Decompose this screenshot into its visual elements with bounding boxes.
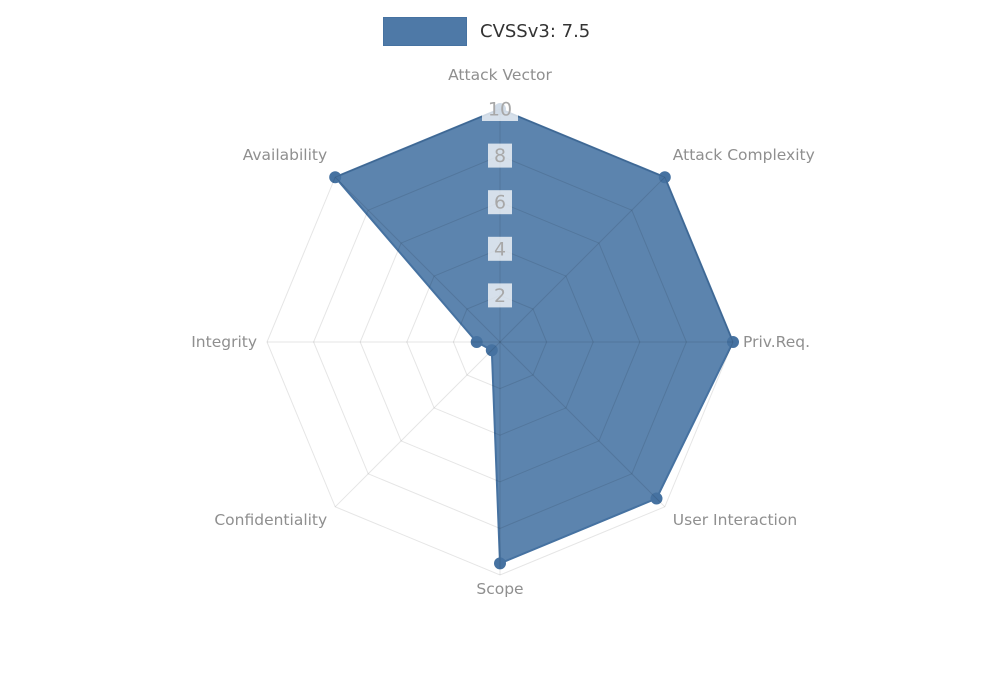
- legend-swatch: [383, 17, 467, 46]
- axis-label-user-interaction: User Interaction: [673, 511, 797, 529]
- tick-backdrop-10: [482, 97, 518, 121]
- data-point-marker-3[interactable]: [650, 492, 663, 505]
- data-point-marker-6[interactable]: [470, 336, 483, 348]
- axis-label-integrity: Integrity: [191, 333, 257, 351]
- grid-ring-2: [452, 294, 548, 390]
- tick-backdrop-2: [488, 283, 512, 308]
- data-point-marker-7[interactable]: [329, 171, 342, 184]
- radar-series-polygon: [334, 108, 734, 565]
- axis-label-availability: Availability: [243, 146, 328, 164]
- tick-backdrop-6: [488, 190, 512, 215]
- axis-label-priv-req: Priv.Req.: [743, 333, 810, 351]
- axis-label-attack-complexity: Attack Complexity: [673, 146, 815, 164]
- grid-ring-6: [359, 201, 641, 483]
- data-point-marker-2[interactable]: [727, 336, 739, 348]
- data-point-marker-5[interactable]: [485, 344, 498, 357]
- axis-label-attack-vector: Attack Vector: [448, 66, 552, 84]
- tick-label-10: 10: [488, 99, 512, 121]
- axis-label-confidentiality: Confidentiality: [214, 511, 327, 529]
- tick-backdrop-8: [488, 143, 512, 168]
- tick-label-6: 6: [494, 192, 506, 214]
- data-point-marker-4[interactable]: [494, 557, 506, 570]
- axis-label-scope: Scope: [476, 580, 523, 598]
- axis-spoke-7: [334, 176, 501, 343]
- grid-ring-8: [313, 155, 687, 529]
- tick-label-4: 4: [494, 238, 506, 260]
- grid-ring-10: [266, 108, 734, 576]
- data-point-marker-1[interactable]: [658, 171, 671, 184]
- axis-spoke-3: [499, 341, 666, 508]
- axis-spoke-1: [499, 176, 666, 343]
- legend-item[interactable]: CVSSv3: 7.5: [383, 17, 590, 46]
- tick-label-2: 2: [494, 285, 506, 307]
- tick-label-8: 8: [494, 145, 506, 167]
- legend-label: CVSSv3: 7.5: [480, 21, 591, 42]
- axis-spoke-5: [334, 341, 501, 508]
- grid-ring-4: [406, 248, 594, 436]
- tick-backdrop-4: [488, 236, 512, 261]
